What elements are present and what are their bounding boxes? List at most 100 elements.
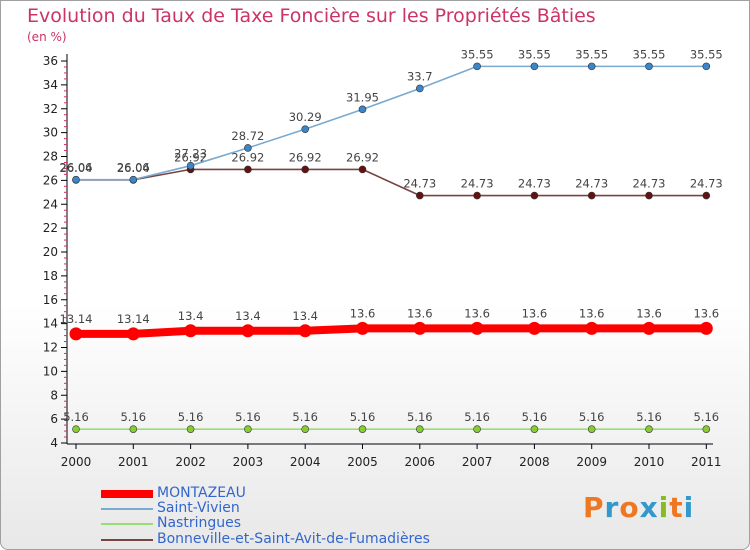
x-tick-label: 2001	[118, 455, 149, 469]
data-label: 5.16	[407, 410, 433, 424]
data-label: 33.7	[407, 69, 433, 83]
data-label: 13.14	[117, 312, 150, 326]
data-point	[473, 191, 481, 200]
data-label: 5.16	[63, 410, 89, 424]
data-point	[244, 144, 252, 152]
data-label: 35.55	[461, 47, 494, 61]
chart-subtitle: (en %)	[27, 30, 67, 44]
data-point	[587, 62, 596, 71]
data-point	[129, 175, 138, 184]
data-label: 26.04	[60, 161, 93, 175]
y-tick-label: 24	[43, 197, 58, 211]
data-point	[470, 321, 484, 335]
data-point	[186, 161, 195, 170]
data-point	[473, 425, 481, 433]
data-label: 13.4	[178, 309, 204, 323]
data-label: 13.6	[464, 306, 490, 320]
data-label: 5.16	[178, 410, 204, 424]
x-tick-label: 2003	[233, 455, 264, 469]
legend-label: MONTAZEAU	[157, 485, 246, 501]
data-point	[699, 321, 713, 335]
data-point	[415, 425, 424, 433]
y-tick-label: 8	[50, 388, 58, 402]
chart-title: Evolution du Taux de Taxe Foncière sur l…	[27, 5, 596, 27]
data-point	[301, 165, 310, 174]
x-tick-label: 2005	[347, 455, 378, 469]
data-label: 26.06	[117, 161, 150, 175]
data-label: 35.55	[633, 47, 666, 61]
data-point	[241, 324, 255, 338]
x-tick-label: 2009	[576, 455, 607, 469]
data-point	[413, 321, 427, 335]
data-point	[702, 191, 711, 200]
data-label: 13.6	[407, 306, 433, 320]
data-label: 5.16	[636, 410, 662, 424]
legend-label: Nastringues	[157, 515, 242, 531]
x-tick-label: 2006	[405, 455, 436, 469]
data-label: 13.6	[522, 306, 548, 320]
y-tick-label: 4	[50, 436, 58, 450]
y-tick-label: 26	[43, 173, 58, 187]
y-tick-label: 22	[43, 221, 58, 235]
brand-letter: i	[658, 491, 670, 524]
legend-swatch	[101, 539, 153, 541]
brand-logo: Proxiti	[583, 491, 694, 524]
data-label: 24.73	[461, 177, 494, 191]
data-label: 24.73	[575, 177, 608, 191]
data-point	[301, 425, 310, 433]
data-point	[645, 191, 653, 200]
data-point	[358, 105, 367, 114]
data-point	[415, 191, 424, 200]
y-tick-label: 12	[43, 341, 58, 355]
data-point	[415, 84, 424, 93]
data-point	[530, 425, 539, 433]
y-tick-label: 30	[43, 126, 58, 140]
data-label: 26.04	[117, 161, 150, 175]
data-point	[356, 321, 369, 335]
y-tick-label: 36	[43, 54, 58, 68]
series-line-0	[72, 324, 711, 338]
data-label: 31.95	[346, 90, 379, 104]
brand-letter: i	[683, 491, 695, 524]
data-point	[530, 62, 539, 71]
data-label: 13.6	[636, 306, 662, 320]
y-tick-label: 28	[43, 150, 58, 164]
data-label: 24.73	[633, 177, 666, 191]
data-point	[69, 327, 83, 341]
data-point	[244, 425, 252, 433]
data-point	[298, 324, 312, 338]
data-point	[473, 62, 481, 71]
data-label: 27.23	[174, 147, 207, 161]
y-tick-label: 34	[43, 78, 58, 92]
data-label: 5.16	[522, 410, 548, 424]
data-point	[72, 175, 80, 184]
data-point	[129, 425, 138, 433]
data-label: 26.92	[174, 150, 207, 164]
data-point	[642, 321, 656, 335]
data-label: 13.14	[60, 312, 93, 326]
y-tick-label: 20	[43, 245, 58, 259]
data-point	[702, 425, 711, 433]
data-point	[645, 62, 653, 71]
data-label: 5.16	[464, 410, 490, 424]
data-label: 5.16	[235, 410, 261, 424]
brand-letter: t	[669, 491, 684, 524]
data-point	[585, 321, 599, 335]
data-label: 5.16	[579, 410, 605, 424]
x-tick-label: 2004	[290, 455, 321, 469]
data-point	[244, 165, 252, 174]
data-label: 28.72	[231, 129, 264, 143]
data-label: 24.73	[403, 177, 436, 191]
data-label: 5.16	[350, 410, 376, 424]
y-tick-label: 10	[43, 364, 58, 378]
data-label: 35.55	[690, 47, 723, 61]
data-label: 13.6	[579, 306, 605, 320]
data-point	[126, 327, 140, 341]
data-label: 26.92	[231, 150, 264, 164]
data-point	[530, 191, 539, 200]
y-tick-label: 32	[43, 102, 58, 116]
data-label: 35.55	[575, 47, 608, 61]
legend-swatch	[101, 490, 153, 498]
y-tick-label: 6	[50, 412, 58, 426]
